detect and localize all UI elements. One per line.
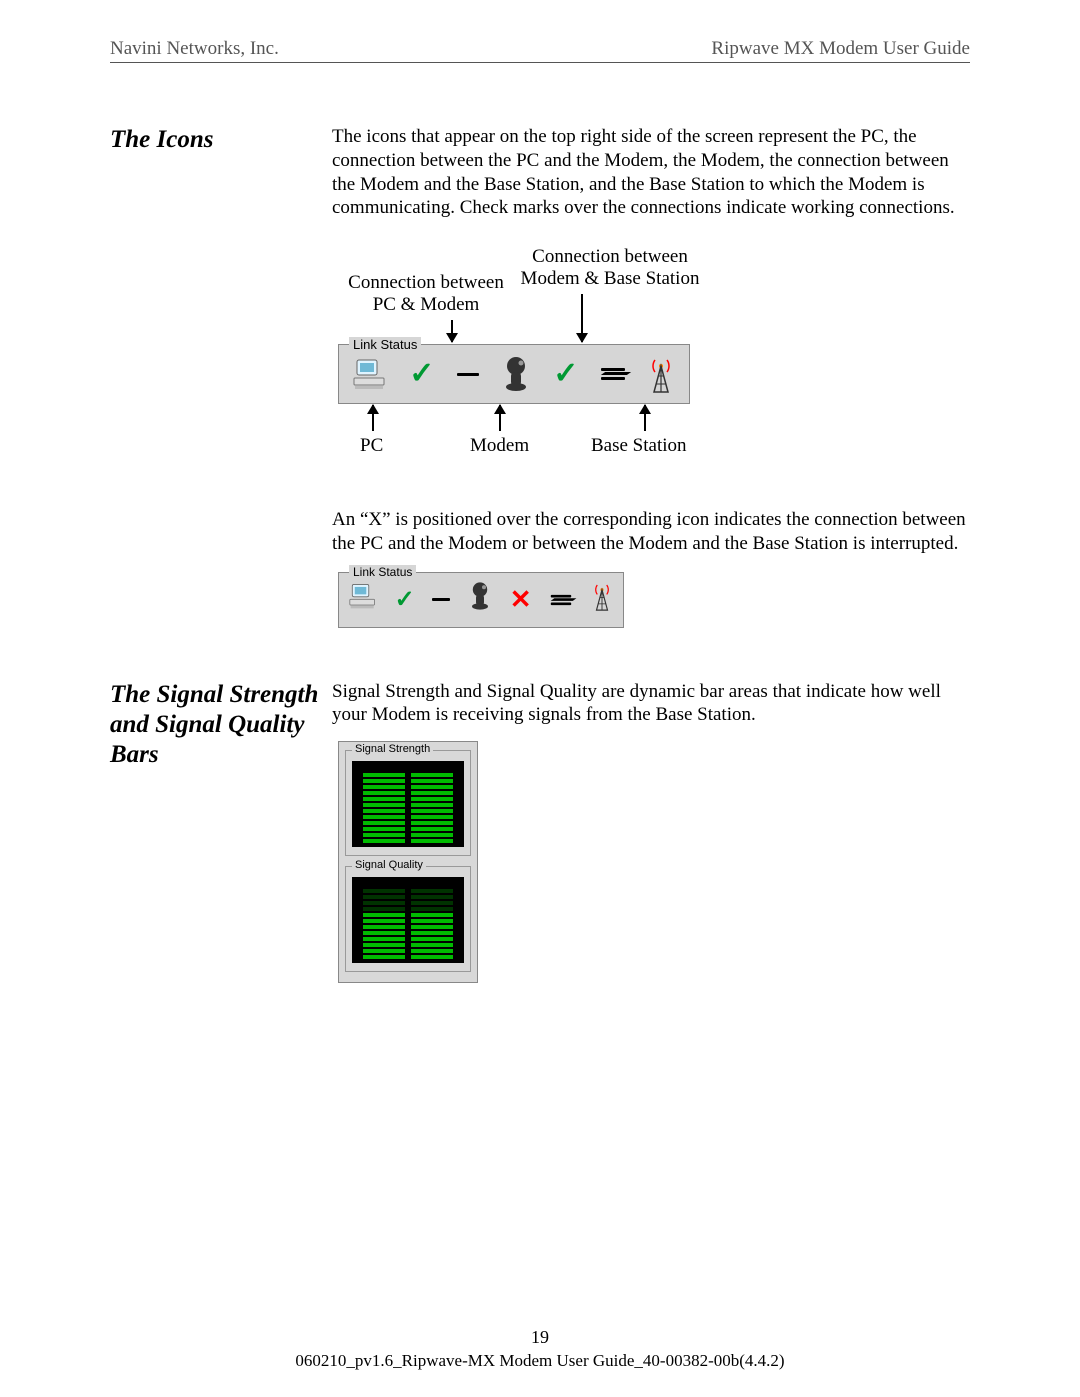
modem-icon bbox=[501, 356, 531, 392]
check-icon: ✓ bbox=[553, 355, 578, 393]
pc-icon bbox=[353, 357, 387, 391]
signal-quality-meter bbox=[352, 877, 464, 963]
header-right: Ripwave MX Modem User Guide bbox=[711, 38, 970, 60]
zigzag-connector bbox=[601, 368, 625, 380]
label-pc: PC bbox=[360, 434, 383, 458]
header-left: Navini Networks, Inc. bbox=[110, 38, 279, 60]
signal-paragraph-1: Signal Strength and Signal Quality are d… bbox=[332, 680, 970, 728]
section-title-signal-bars: The Signal Strength and Signal Quality B… bbox=[110, 680, 332, 770]
pc-icon bbox=[349, 582, 377, 617]
dash-connector bbox=[457, 373, 479, 376]
page-header: Navini Networks, Inc. Ripwave MX Modem U… bbox=[110, 38, 970, 63]
arrow-modem-bs bbox=[581, 294, 583, 342]
check-icon: ✓ bbox=[409, 355, 434, 393]
page-footer: 19 060210_pv1.6_Ripwave-MX Modem User Gu… bbox=[0, 1327, 1080, 1371]
label-conn-modem-bs-l2: Modem & Base Station bbox=[521, 268, 700, 289]
link-status-diagram-small: Link Status ✓ bbox=[338, 572, 970, 628]
arrow-modem bbox=[499, 405, 501, 431]
signal-strength-label: Signal Strength bbox=[352, 743, 433, 757]
section-title-icons: The Icons bbox=[110, 125, 332, 155]
doc-id: 060210_pv1.6_Ripwave-MX Modem User Guide… bbox=[295, 1351, 784, 1370]
label-conn-pc-modem-l1: Connection between bbox=[348, 272, 504, 293]
modem-icon bbox=[468, 581, 492, 618]
label-base-station: Base Station bbox=[591, 434, 687, 458]
link-status-diagram: Connection between PC & Modem Connection… bbox=[338, 252, 708, 472]
tower-icon bbox=[591, 579, 613, 620]
page-number: 19 bbox=[0, 1327, 1080, 1348]
signal-meters-panel: Signal Strength Signal Quality bbox=[338, 741, 478, 983]
arrow-bs bbox=[644, 405, 646, 431]
dash-connector bbox=[432, 598, 450, 601]
label-modem: Modem bbox=[470, 434, 529, 458]
arrow-pc bbox=[372, 405, 374, 431]
signal-quality-label: Signal Quality bbox=[352, 859, 426, 873]
signal-quality-group: Signal Quality bbox=[345, 866, 471, 972]
check-icon: ✓ bbox=[395, 585, 415, 615]
icons-paragraph-2: An “X” is positioned over the correspond… bbox=[332, 508, 970, 556]
label-conn-modem-bs-l1: Connection between bbox=[532, 246, 688, 267]
label-conn-pc-modem-l2: PC & Modem bbox=[373, 294, 480, 315]
icons-paragraph-1: The icons that appear on the top right s… bbox=[332, 125, 970, 220]
link-status-legend-small: Link Status bbox=[349, 565, 416, 580]
arrow-pc-modem bbox=[451, 320, 453, 342]
link-status-legend: Link Status bbox=[349, 337, 421, 353]
tower-icon bbox=[647, 354, 675, 394]
signal-strength-group: Signal Strength bbox=[345, 750, 471, 856]
zigzag-connector bbox=[551, 594, 571, 604]
signal-strength-meter bbox=[352, 761, 464, 847]
x-icon: ✕ bbox=[510, 583, 532, 616]
